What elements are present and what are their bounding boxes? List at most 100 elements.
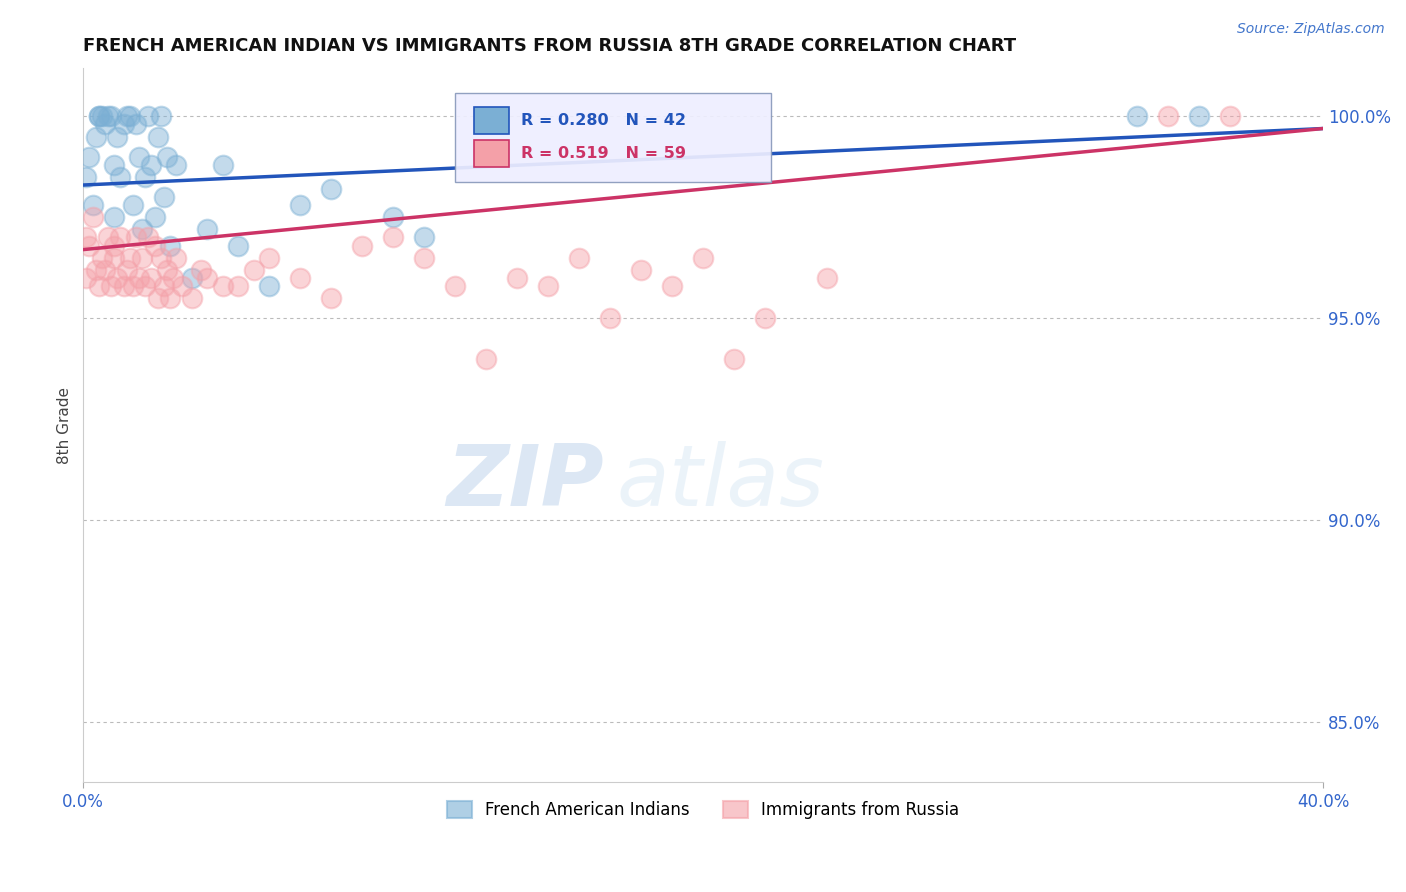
Bar xyxy=(474,140,509,168)
Text: R = 0.519   N = 59: R = 0.519 N = 59 xyxy=(522,146,686,161)
Point xyxy=(90,251,112,265)
Point xyxy=(242,262,264,277)
Legend: French American Indians, Immigrants from Russia: French American Indians, Immigrants from… xyxy=(440,794,966,825)
Point xyxy=(321,182,343,196)
Point xyxy=(112,118,135,132)
Point xyxy=(87,109,110,123)
Text: Source: ZipAtlas.com: Source: ZipAtlas.com xyxy=(1237,22,1385,37)
Point xyxy=(413,230,436,244)
Point xyxy=(75,230,97,244)
Point xyxy=(146,129,169,144)
Point xyxy=(149,109,172,123)
Point xyxy=(754,311,776,326)
Point xyxy=(97,109,120,123)
Point xyxy=(413,251,436,265)
Point xyxy=(97,230,120,244)
Point xyxy=(1188,109,1211,123)
Point xyxy=(122,279,145,293)
Point xyxy=(159,238,181,252)
Text: R = 0.280   N = 42: R = 0.280 N = 42 xyxy=(522,112,686,128)
Point xyxy=(128,270,150,285)
Point xyxy=(211,158,233,172)
Point xyxy=(100,279,122,293)
Point xyxy=(172,279,194,293)
Point xyxy=(79,150,101,164)
Point xyxy=(159,291,181,305)
Point xyxy=(153,190,176,204)
Point xyxy=(259,251,281,265)
Point xyxy=(165,251,187,265)
Point xyxy=(599,311,621,326)
Point xyxy=(128,150,150,164)
Point xyxy=(149,251,172,265)
Point xyxy=(1157,109,1180,123)
Point xyxy=(90,109,112,123)
Point xyxy=(110,169,132,184)
Point xyxy=(131,251,153,265)
Y-axis label: 8th Grade: 8th Grade xyxy=(58,386,72,464)
Point xyxy=(180,270,202,285)
Point xyxy=(143,211,166,225)
Point xyxy=(723,351,745,366)
Point xyxy=(122,198,145,212)
Point xyxy=(143,238,166,252)
Point xyxy=(226,279,249,293)
Point xyxy=(259,279,281,293)
Bar xyxy=(474,106,509,134)
Point xyxy=(103,211,125,225)
Point xyxy=(141,270,163,285)
Point xyxy=(153,279,176,293)
Point xyxy=(87,279,110,293)
Point xyxy=(134,169,156,184)
Point xyxy=(568,251,591,265)
Point xyxy=(506,270,529,285)
Point xyxy=(115,109,138,123)
Point xyxy=(444,279,467,293)
Point xyxy=(156,150,179,164)
Point xyxy=(131,222,153,236)
Point xyxy=(537,279,560,293)
Point xyxy=(630,262,652,277)
Point xyxy=(195,222,218,236)
Point xyxy=(87,109,110,123)
Point xyxy=(815,270,838,285)
Point xyxy=(115,262,138,277)
Point xyxy=(352,238,374,252)
Text: ZIP: ZIP xyxy=(446,441,605,524)
Point xyxy=(79,238,101,252)
Point xyxy=(195,270,218,285)
Point xyxy=(82,198,104,212)
Point xyxy=(94,118,117,132)
Point xyxy=(226,238,249,252)
Point xyxy=(112,279,135,293)
Text: atlas: atlas xyxy=(616,441,824,524)
Point xyxy=(382,230,405,244)
Point xyxy=(82,211,104,225)
Point xyxy=(103,251,125,265)
Point xyxy=(125,118,148,132)
Point xyxy=(100,109,122,123)
Point xyxy=(103,158,125,172)
Point xyxy=(475,351,498,366)
Point xyxy=(125,230,148,244)
Point xyxy=(138,109,160,123)
Point xyxy=(141,158,163,172)
Point xyxy=(321,291,343,305)
Point xyxy=(156,262,179,277)
Point xyxy=(290,270,312,285)
Point xyxy=(118,109,141,123)
Point xyxy=(290,198,312,212)
Point xyxy=(75,169,97,184)
Point xyxy=(103,238,125,252)
FancyBboxPatch shape xyxy=(456,93,772,182)
Point xyxy=(661,279,683,293)
Point xyxy=(1219,109,1241,123)
Point xyxy=(190,262,212,277)
Point xyxy=(1126,109,1149,123)
Point xyxy=(134,279,156,293)
Point xyxy=(84,262,107,277)
Text: FRENCH AMERICAN INDIAN VS IMMIGRANTS FROM RUSSIA 8TH GRADE CORRELATION CHART: FRENCH AMERICAN INDIAN VS IMMIGRANTS FRO… xyxy=(83,37,1017,55)
Point xyxy=(84,129,107,144)
Point xyxy=(162,270,184,285)
Point xyxy=(94,262,117,277)
